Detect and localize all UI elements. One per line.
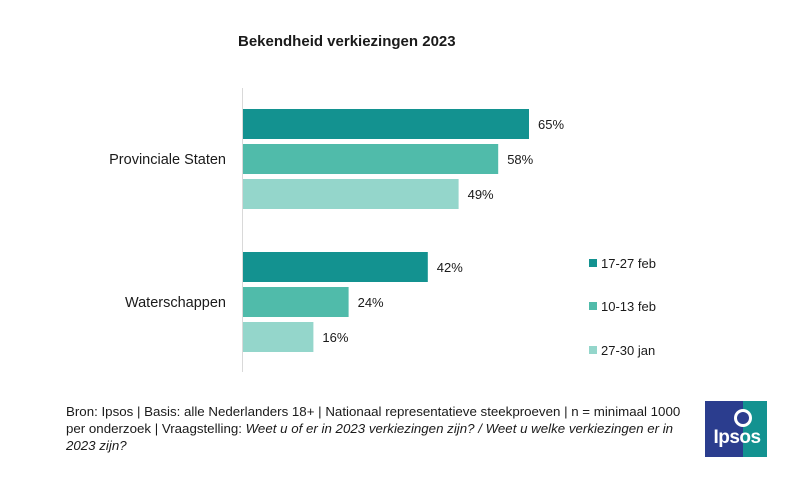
footnote-source: Bron: Ipsos | Basis: alle Nederlanders 1… bbox=[66, 404, 681, 436]
data-label: 49% bbox=[468, 187, 494, 202]
legend-label: 27-30 jan bbox=[601, 343, 655, 358]
legend-swatch bbox=[589, 259, 597, 267]
footnote-question: Weet u of er in 2023 verkiezingen zijn? … bbox=[66, 421, 674, 453]
legend-label: 10-13 feb bbox=[601, 299, 656, 314]
legend-label: 17-27 feb bbox=[601, 256, 656, 271]
bar bbox=[243, 322, 314, 352]
bar bbox=[243, 144, 499, 174]
chart-title: Bekendheid verkiezingen 2023 bbox=[238, 33, 456, 50]
logo-text: Ipsos bbox=[713, 427, 761, 448]
category-label: Waterschappen bbox=[125, 295, 226, 311]
category-label: Provinciale Staten bbox=[109, 152, 226, 168]
bar bbox=[243, 287, 349, 317]
legend-swatch bbox=[589, 302, 597, 310]
data-label: 24% bbox=[358, 295, 384, 310]
data-label: 65% bbox=[538, 117, 564, 132]
logo-shape bbox=[705, 401, 767, 457]
data-label: 16% bbox=[322, 330, 348, 345]
legend: 17-27 feb 10-13 feb 27-30 jan bbox=[589, 256, 656, 358]
legend-swatch bbox=[589, 346, 597, 354]
data-label: 42% bbox=[437, 260, 463, 275]
ipsos-logo: Ipsos bbox=[705, 401, 767, 457]
bar bbox=[243, 109, 529, 139]
bar bbox=[243, 179, 459, 209]
bar bbox=[243, 252, 428, 282]
footnote: Bron: Ipsos | Basis: alle Nederlanders 1… bbox=[66, 403, 686, 454]
data-label: 58% bbox=[507, 152, 533, 167]
